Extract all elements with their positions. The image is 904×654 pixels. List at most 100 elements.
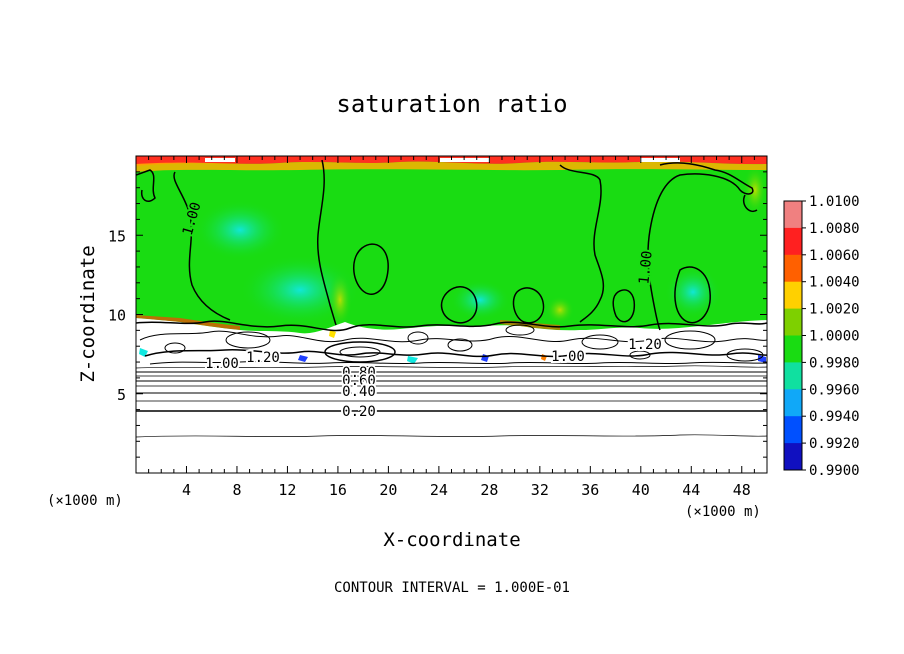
contour-line xyxy=(144,348,767,358)
contour-labels: 1.00 1.00 1.00 1.20 1.20 1.00 0.80 0.60 … xyxy=(178,198,664,422)
contour-cell xyxy=(164,342,186,354)
contour-cell xyxy=(447,338,473,352)
contour-cell xyxy=(664,330,716,350)
plot-field: 1.00 1.00 1.00 1.20 1.20 1.00 0.80 0.60 … xyxy=(136,156,767,473)
y-axis-ticks: 5 10 15 xyxy=(108,171,767,458)
contour-line xyxy=(743,194,758,212)
field-white-patch xyxy=(205,158,235,162)
colorbar: 1.0100 1.0080 1.0060 1.0040 1.0020 1.0000 0.99… xyxy=(783,194,860,479)
contour-label: 1.00 xyxy=(205,356,239,372)
contour-label: 1.00 xyxy=(551,349,585,365)
x-axis-label: X-coordinate xyxy=(383,529,520,551)
chart-title: saturation ratio xyxy=(336,90,567,118)
field-yellow-region xyxy=(546,296,574,324)
colorbar-segment xyxy=(784,443,802,471)
x-tick-label: 44 xyxy=(682,481,700,499)
colorbar-tick-label: 0.9960 xyxy=(809,382,860,398)
x-tick-label: 48 xyxy=(733,481,751,499)
colorbar-tick-label: 1.0080 xyxy=(809,221,860,237)
colorbar-segment xyxy=(784,227,802,256)
contour-label: 0.40 xyxy=(342,384,376,400)
contour-cell-closed xyxy=(353,243,389,295)
x-tick-label: 32 xyxy=(531,481,549,499)
colorbar-tick-label: 1.0060 xyxy=(809,248,860,264)
contour-label: 1.20 xyxy=(246,350,280,366)
contour-line xyxy=(136,365,767,369)
field-red-edge xyxy=(136,315,240,330)
x-tick-label: 24 xyxy=(430,481,448,499)
yellow-patch xyxy=(329,330,336,338)
colorbar-tick-label: 0.9900 xyxy=(809,463,860,479)
colorbar-segment xyxy=(784,254,802,283)
contour-cell-closed xyxy=(440,286,478,324)
colorbar-segment xyxy=(784,389,802,417)
y-tick-label: 5 xyxy=(117,386,126,404)
contour-cell-closed xyxy=(512,287,545,324)
x-tick-label: 8 xyxy=(232,481,241,499)
upper-saturation-field xyxy=(136,156,767,334)
contour-cell xyxy=(726,348,764,362)
colorbar-tick-label: 0.9980 xyxy=(809,355,860,371)
contour-cell xyxy=(225,331,271,349)
y-tick-label: 15 xyxy=(108,227,126,245)
contour-cell xyxy=(629,350,651,360)
contour-lines-upper xyxy=(136,159,758,331)
x-tick-label: 12 xyxy=(278,481,296,499)
cyan-patch xyxy=(407,356,418,364)
x-axis-unit: (×1000 m) xyxy=(685,504,761,520)
contour-label: 0.80 xyxy=(342,365,376,381)
contour-cell xyxy=(339,346,381,358)
blue-patch xyxy=(298,355,308,362)
x-tick-label: 28 xyxy=(480,481,498,499)
y-axis-unit: (×1000 m) xyxy=(47,493,123,509)
x-tick-label: 16 xyxy=(329,481,347,499)
blue-patch xyxy=(758,355,766,363)
colorbar-segment xyxy=(784,281,802,310)
colorbar-tick-label: 1.0040 xyxy=(809,275,860,291)
contour-line xyxy=(559,164,605,323)
y-axis-label: Z-coordinate xyxy=(77,245,99,382)
colorbar-segment xyxy=(784,308,802,336)
contour-line xyxy=(149,361,767,365)
contour-line xyxy=(316,159,337,326)
field-cyan-region xyxy=(450,280,510,320)
field-white-patch xyxy=(440,158,490,162)
contour-cell-closed xyxy=(674,266,711,324)
contour-line xyxy=(136,169,156,202)
contour-cell xyxy=(581,334,619,350)
x-tick-label: 40 xyxy=(632,481,650,499)
colorbar-segment xyxy=(784,416,802,444)
field-yellow-region xyxy=(743,165,767,215)
contour-lines-lower xyxy=(136,365,767,438)
contour-label: 1.20 xyxy=(628,337,662,353)
contour-line xyxy=(647,162,754,331)
field-cyan-region xyxy=(195,200,285,260)
contour-line xyxy=(136,320,767,332)
contour-label: 0.60 xyxy=(342,373,376,389)
colorbar-tick-label: 0.9940 xyxy=(809,409,860,425)
colorbar-segment xyxy=(784,201,802,229)
colorbar-tick-label: 1.0020 xyxy=(809,302,860,318)
colorbar-tick-label: 1.0000 xyxy=(809,329,860,345)
colorbar-segment xyxy=(784,335,802,363)
y-tick-label: 10 xyxy=(108,307,126,325)
contour-line xyxy=(139,330,767,343)
contour-label: 1.00 xyxy=(636,250,655,285)
contour-line-1.00-left xyxy=(173,171,231,321)
x-tick-label: 4 xyxy=(182,481,191,499)
field-yellow-region xyxy=(328,272,352,328)
contour-cell-closed xyxy=(612,289,636,323)
cyan-patch xyxy=(139,348,148,357)
contour-lines-cloud xyxy=(136,320,767,365)
x-tick-label: 36 xyxy=(581,481,599,499)
colorbar-tick-label: 0.9920 xyxy=(809,436,860,452)
field-cyan-region xyxy=(665,266,721,318)
contour-cell xyxy=(407,331,429,345)
field-orange-band xyxy=(136,161,767,172)
colorbar-segment xyxy=(784,362,802,390)
contour-line xyxy=(136,434,767,438)
contour-cell xyxy=(324,341,396,363)
contour-cell xyxy=(505,324,535,336)
colorbar-tick-label: 1.0100 xyxy=(809,194,860,210)
